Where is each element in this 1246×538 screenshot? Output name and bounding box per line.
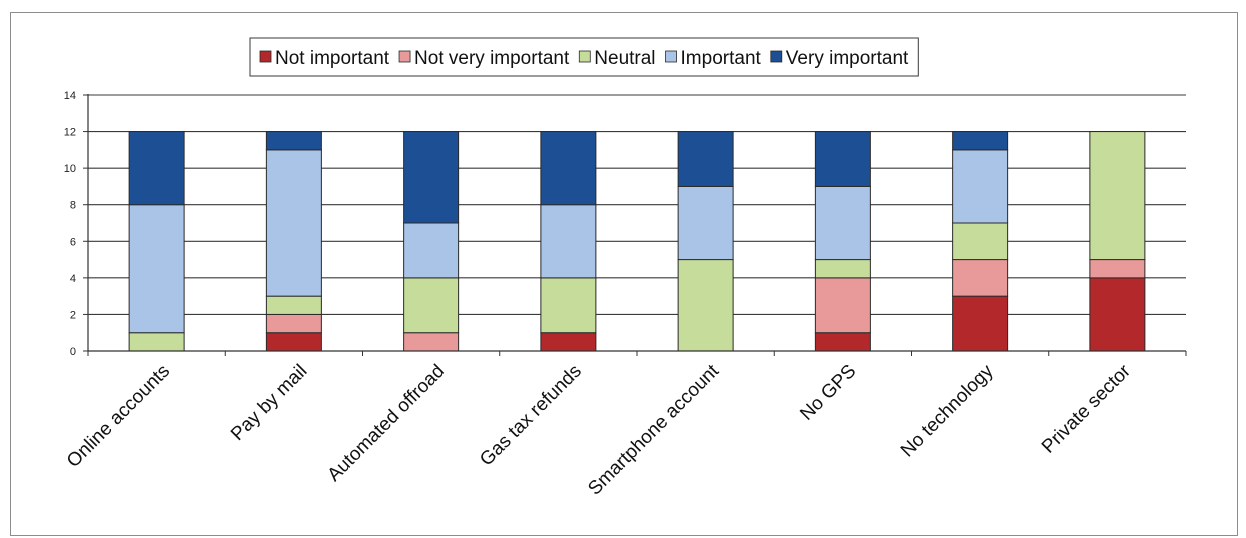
bar-no-technology-very-important [952,131,1009,151]
bar-no-gps-very-important [814,131,871,187]
x-tick-label-no-technology: No technology [897,360,998,461]
y-tick-label-0: 0 [70,346,76,358]
bar-private-sector-not-important [1089,277,1146,352]
bar-online-accounts-very-important [128,131,185,206]
x-tick-label-automated-offroad: Automated offroad [324,361,449,486]
legend-swatch-not-very-important [398,50,411,63]
bar-private-sector-neutral [1089,131,1146,261]
bar-pay-by-mail-not-very-important [265,313,322,334]
bar-no-gps-neutral [814,259,871,279]
y-tick-labels: 0 2 4 6 8 10 12 14 [64,90,76,358]
legend-swatch-important [665,50,677,63]
x-tick-label-gas-tax-refunds: Gas tax refunds [476,361,586,471]
bar-automated-offroad-neutral [403,277,460,334]
legend-swatch-very-important [770,50,783,63]
bars [128,131,1146,352]
bar-no-technology-not-important [952,295,1009,352]
legend-label-not-very-important: Not very important [414,48,570,69]
bar-pay-by-mail-important [265,149,322,297]
bar-online-accounts-neutral [128,332,185,352]
legend: Not important Not very important Neutral Im… [249,37,919,77]
x-tick-label-online-accounts: Online accounts [63,361,174,472]
legend-label-very-important: Very important [786,48,909,69]
x-tick-label-no-gps: No GPS [796,361,860,425]
legend-label-important: Important [681,48,762,69]
y-tick-label-10: 10 [64,163,76,175]
y-tick-label-14: 14 [64,90,76,102]
legend-swatch-not-important [259,50,272,63]
x-tick-label-private-sector: Private sector [1038,360,1135,457]
chart-frame [10,12,1238,536]
x-tick-label-smartphone-account: Smartphone account [584,360,723,499]
x-tick-label-pay-by-mail: Pay by mail [227,361,311,445]
bar-no-gps-important [814,185,871,261]
legend-label-neutral: Neutral [594,48,655,69]
bar-automated-offroad-important [403,222,460,279]
bar-gas-tax-refunds-important [540,204,597,279]
bar-pay-by-mail-neutral [265,295,322,315]
bar-no-technology-neutral [952,222,1009,261]
bar-no-technology-important [952,149,1009,224]
bar-smartphone-account-neutral [677,259,734,352]
bar-automated-offroad-very-important [403,131,460,224]
y-tick-label-12: 12 [64,127,76,139]
bar-pay-by-mail-very-important [265,131,322,151]
legend-swatch-neutral [578,50,591,63]
y-tick-label-4: 4 [70,273,76,285]
bar-no-technology-not-very-important [952,259,1009,297]
y-tick-label-6: 6 [70,236,76,248]
bar-gas-tax-refunds-neutral [540,277,597,334]
bar-smartphone-account-very-important [677,131,734,187]
y-tick-label-2: 2 [70,309,76,321]
bar-private-sector-not-very-important [1089,259,1146,279]
axes [83,94,1187,356]
x-tick-labels: Online accounts Pay by mail Automated offr… [63,360,1135,499]
bar-gas-tax-refunds-not-important [540,332,597,352]
bar-gas-tax-refunds-very-important [540,131,597,206]
bar-no-gps-not-very-important [814,277,871,334]
bar-smartphone-account-important [677,185,734,261]
bar-no-gps-not-important [814,332,871,352]
gridlines [88,94,1186,315]
y-tick-label-8: 8 [70,200,76,212]
bar-online-accounts-important [128,204,185,334]
bar-automated-offroad-not-very-important [403,332,460,352]
legend-label-not-important: Not important [275,48,390,69]
bar-pay-by-mail-not-important [265,332,322,352]
